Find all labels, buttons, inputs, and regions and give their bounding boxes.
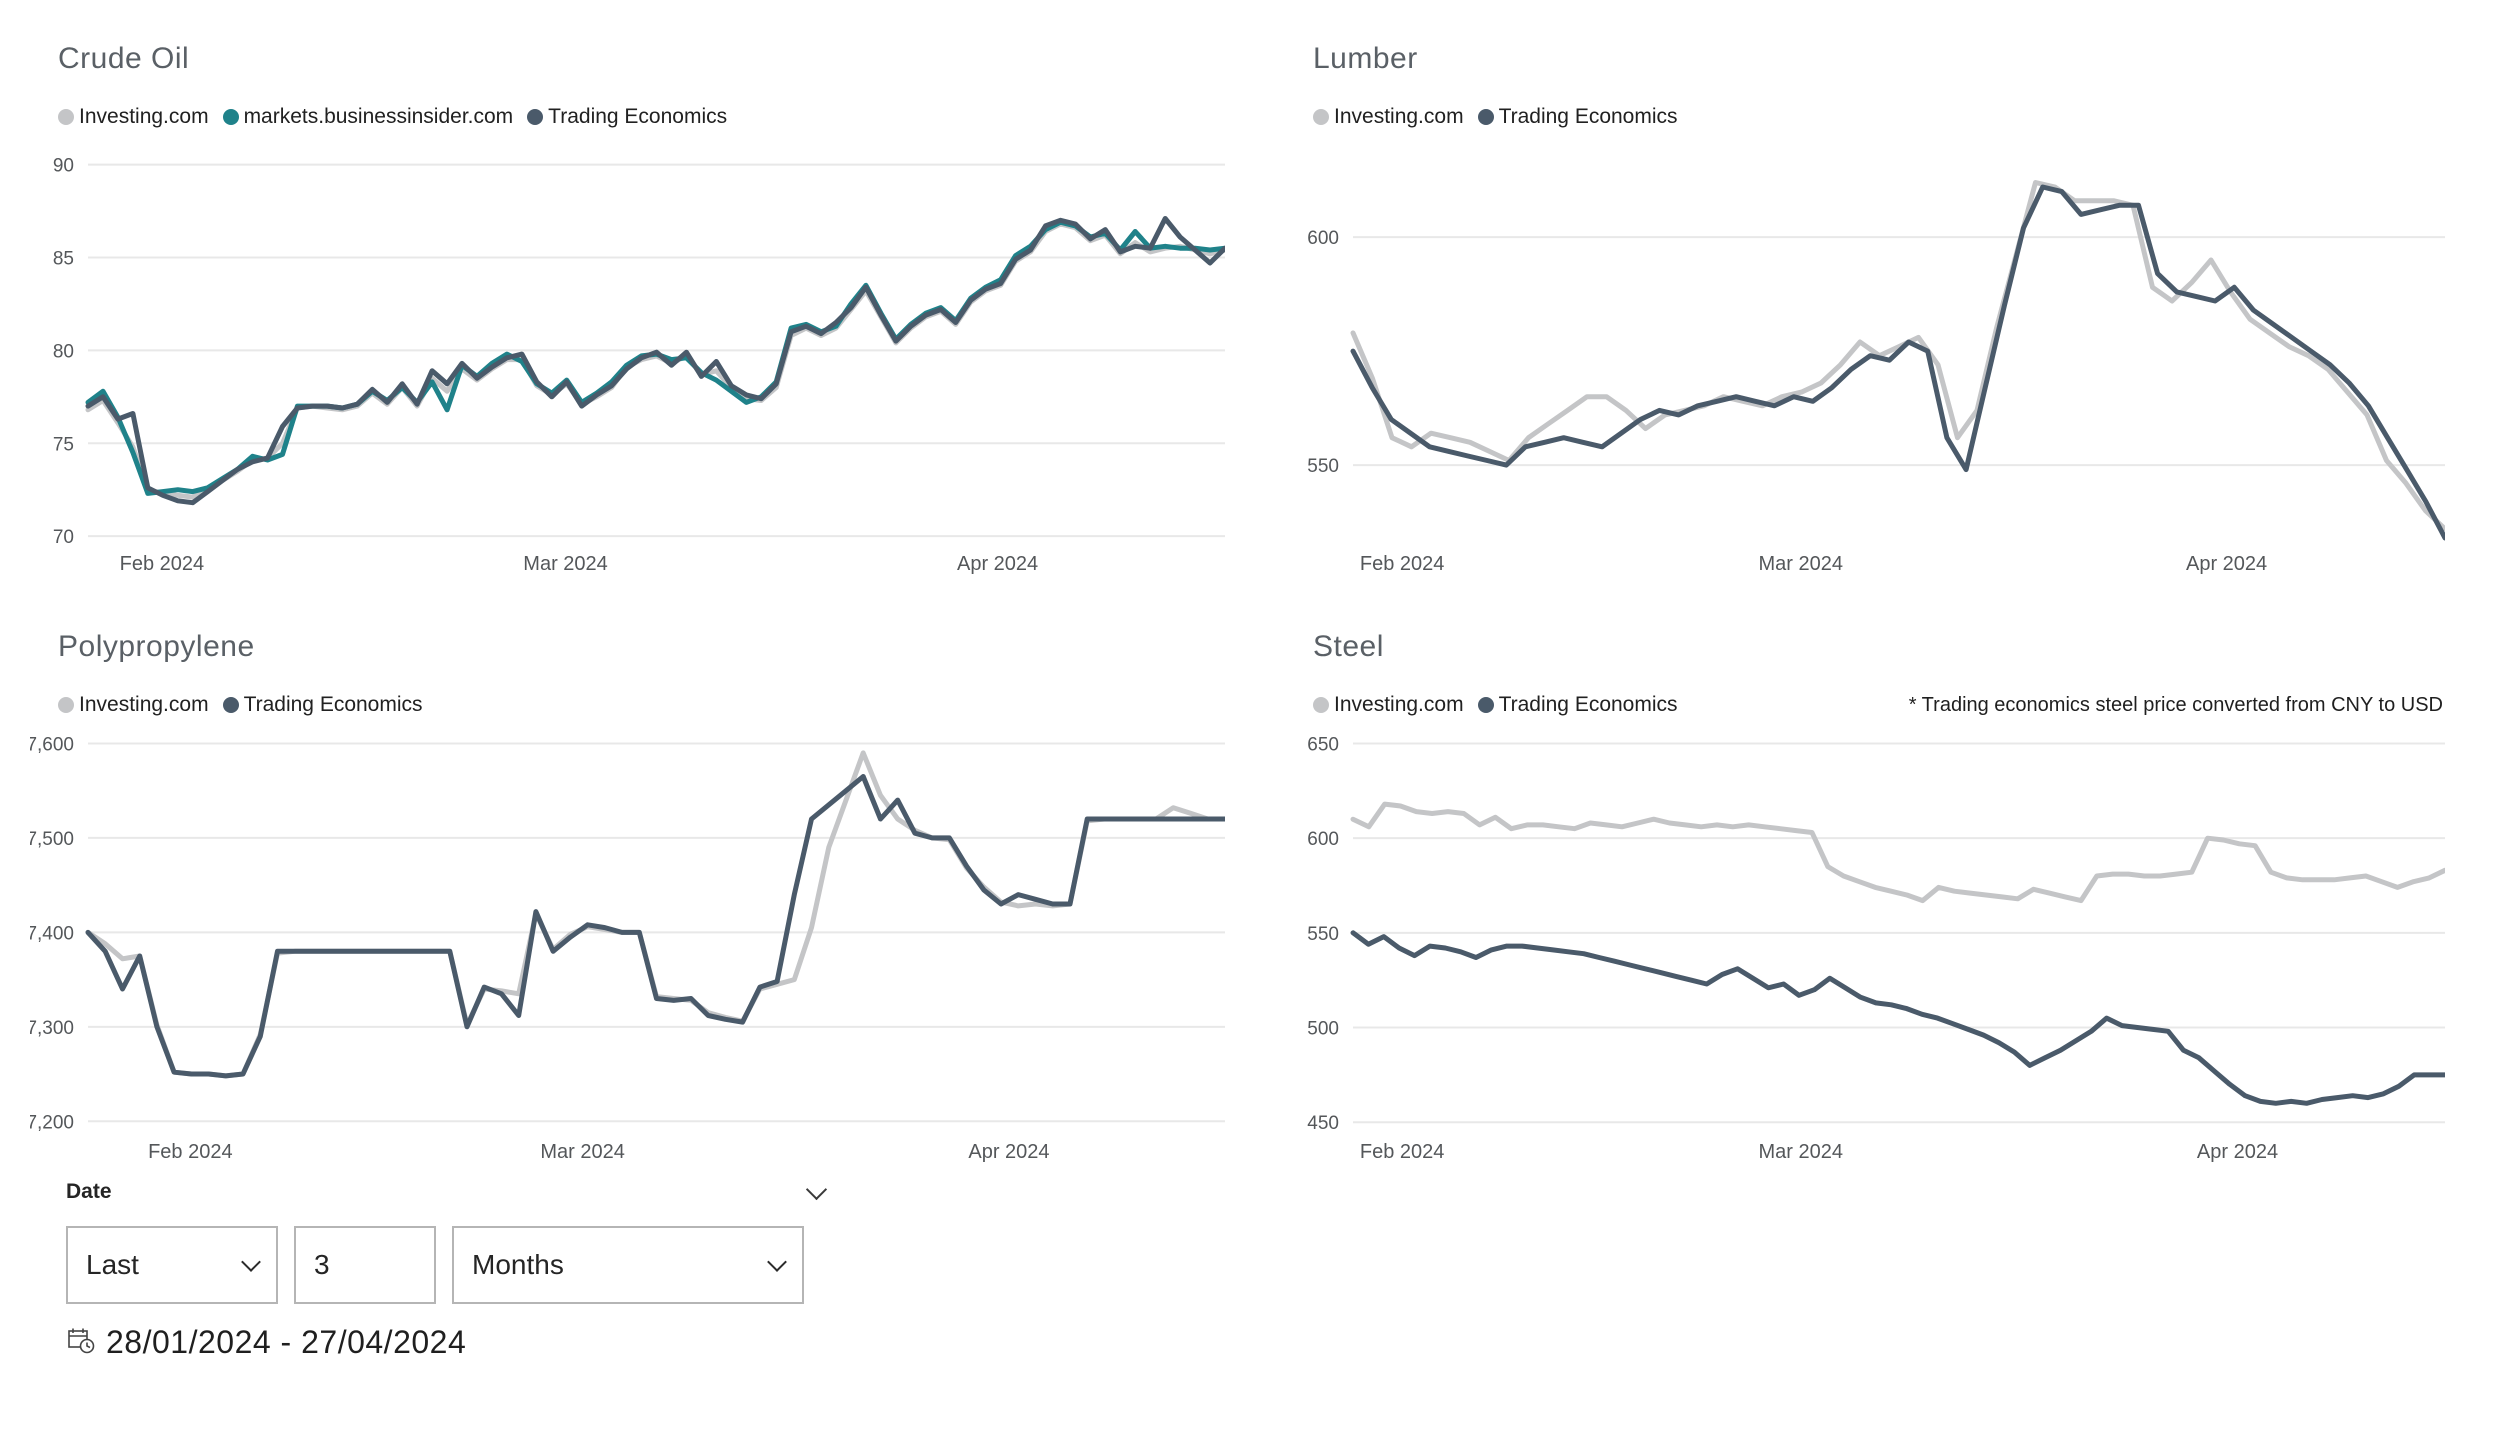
y-axis-tick-label: 550 — [1307, 924, 1339, 945]
legend-label: Trading Economics — [1498, 693, 1678, 716]
legend-item[interactable]: markets.businessinsider.com — [222, 105, 514, 129]
legend-dot-icon — [1313, 697, 1329, 713]
x-axis-tick-label: Feb 2024 — [1360, 1141, 1445, 1163]
polypropylene-chart: Polypropylene Investing.com Trading Econo… — [26, 616, 1228, 1176]
legend-dot-icon — [58, 109, 74, 125]
legend-label: markets.businessinsider.com — [243, 105, 514, 128]
chart-legend: Investing.com Trading Economics * Trading … — [1313, 690, 2445, 720]
range-number-input[interactable]: 3 — [294, 1226, 436, 1304]
x-axis-tick-label: Feb 2024 — [148, 1141, 233, 1163]
y-axis-tick-label: 550 — [1307, 456, 1339, 477]
x-axis-tick-label: Feb 2024 — [1360, 553, 1445, 575]
series-line — [85, 774, 1228, 1079]
series-line — [1350, 180, 2448, 532]
x-axis-tick-label: Mar 2024 — [1758, 553, 1843, 575]
chart-canvas[interactable]: 600 550 Feb 2024 Mar 2024 Apr 2024 — [1285, 138, 2448, 588]
legend-item[interactable]: Trading Economics — [1477, 693, 1678, 717]
legend-label: Trading Economics — [1498, 105, 1678, 128]
y-axis-tick-label: 7,200 — [30, 1112, 74, 1133]
chart-plot: 7,600 7,500 7,400 7,300 7,200 Feb 2024 Mar 202… — [26, 734, 1228, 1163]
legend-dot-icon — [1477, 697, 1494, 713]
chart-canvas[interactable]: 650 600 550 500 450 Feb 2024 Mar 2024 Apr 2024 — [1285, 726, 2448, 1176]
date-slicer-title: Date — [66, 1180, 112, 1203]
chart-title: Polypropylene — [58, 630, 255, 663]
legend-label: Investing.com — [79, 105, 209, 128]
series-line — [1350, 184, 2448, 541]
x-axis-tick-label: Feb 2024 — [120, 553, 205, 575]
y-axis-tick-label: 450 — [1307, 1113, 1339, 1134]
chevron-down-icon — [767, 1252, 787, 1272]
y-axis-tick-label: 85 — [53, 248, 74, 269]
x-axis-tick-label: Mar 2024 — [523, 553, 608, 575]
series-line — [1350, 930, 2448, 1106]
chart-plot: 600 550 Feb 2024 Mar 2024 Apr 2024 — [1307, 180, 2448, 575]
relative-range-value: Last — [86, 1249, 139, 1280]
x-axis-tick-label: Mar 2024 — [540, 1141, 625, 1163]
legend-item[interactable]: Trading Economics — [527, 105, 727, 129]
legend-label: Investing.com — [1334, 105, 1464, 128]
y-axis-tick-label: 7,400 — [30, 923, 74, 944]
chart-canvas[interactable]: 90 85 80 75 70 Feb 2024 Mar 2024 Apr 2024 — [30, 138, 1228, 588]
y-axis-tick-label: 80 — [53, 341, 74, 362]
legend-label: Investing.com — [79, 693, 209, 716]
y-axis-tick-label: 70 — [53, 527, 74, 548]
chevron-down-icon — [241, 1252, 261, 1272]
y-axis-tick-label: 7,600 — [30, 734, 74, 755]
legend-label: Trading Economics — [243, 693, 423, 716]
y-axis-tick-label: 500 — [1307, 1019, 1339, 1040]
date-slicer: Date Last 3 Months 28/01/2024 - 27/04/20… — [66, 1178, 828, 1361]
legend-label: Investing.com — [1334, 693, 1464, 716]
chart-legend: Investing.com Trading Economics — [1313, 102, 2445, 132]
legend-item[interactable]: Trading Economics — [1477, 105, 1678, 129]
legend-dot-icon — [1477, 109, 1494, 125]
chart-title: Crude Oil — [58, 42, 190, 75]
y-axis-tick-label: 7,500 — [30, 829, 74, 850]
calendar-icon — [68, 1328, 95, 1354]
legend-item[interactable]: Investing.com — [58, 105, 209, 129]
date-slicer-header: Date — [66, 1178, 828, 1204]
date-range-text: 28/01/2024 - 27/04/2024 — [106, 1324, 467, 1360]
x-axis-tick-label: Apr 2024 — [2186, 553, 2267, 575]
chart-legend: Investing.com Trading Economics — [58, 690, 1225, 720]
series-line — [85, 216, 1228, 506]
legend-item[interactable]: Investing.com — [1313, 693, 1464, 717]
y-axis-tick-label: 90 — [53, 156, 74, 177]
x-axis-tick-label: Apr 2024 — [957, 553, 1038, 575]
x-axis-tick-label: Mar 2024 — [1758, 1141, 1843, 1163]
y-axis-tick-label: 75 — [53, 434, 74, 455]
x-axis-tick-label: Apr 2024 — [2197, 1141, 2278, 1163]
steel-chart: Steel Investing.com Trading Economics * Tr… — [1285, 616, 2448, 1176]
legend-item[interactable]: Trading Economics — [222, 693, 423, 717]
x-axis-tick-label: Apr 2024 — [968, 1141, 1049, 1163]
legend-dot-icon — [58, 697, 74, 713]
chart-legend: Investing.com markets.businessinsider.com… — [58, 102, 1225, 132]
series-line — [1350, 801, 2448, 904]
chart-canvas[interactable]: 7,600 7,500 7,400 7,300 7,200 Feb 2024 Mar 202… — [26, 726, 1228, 1176]
date-range-row: 28/01/2024 - 27/04/2024 — [66, 1324, 824, 1361]
legend-dot-icon — [222, 109, 239, 125]
legend-item[interactable]: Investing.com — [58, 693, 209, 717]
y-axis-tick-label: 7,300 — [30, 1018, 74, 1039]
crude-oil-chart: Crude Oil Investing.com markets.businessi… — [30, 28, 1228, 588]
chart-plot: 90 85 80 75 70 Feb 2024 Mar 2024 Apr 2024 — [53, 156, 1228, 575]
range-unit-value: Months — [472, 1249, 564, 1280]
legend-item[interactable]: Investing.com — [1313, 105, 1464, 129]
legend-dot-icon — [222, 697, 239, 713]
legend-dot-icon — [1313, 109, 1329, 125]
range-unit-dropdown[interactable]: Months — [452, 1226, 804, 1304]
chart-title: Lumber — [1313, 42, 1418, 75]
range-number-value: 3 — [314, 1249, 330, 1280]
y-axis-tick-label: 600 — [1307, 829, 1339, 850]
date-slicer-controls: Last 3 Months — [66, 1226, 824, 1304]
chart-title: Steel — [1313, 630, 1384, 663]
relative-range-dropdown[interactable]: Last — [66, 1226, 278, 1304]
chevron-down-icon[interactable] — [805, 1178, 828, 1200]
y-axis-tick-label: 600 — [1307, 228, 1339, 249]
chart-plot: 650 600 550 500 450 Feb 2024 Mar 2024 Apr 2024 — [1307, 734, 2448, 1163]
y-axis-tick-label: 650 — [1307, 734, 1339, 755]
legend-dot-icon — [527, 109, 544, 125]
legend-label: Trading Economics — [548, 105, 728, 128]
lumber-chart: Lumber Investing.com Trading Economics 60… — [1285, 28, 2448, 588]
steel-annotation: * Trading economics steel price converte… — [1908, 693, 2443, 716]
